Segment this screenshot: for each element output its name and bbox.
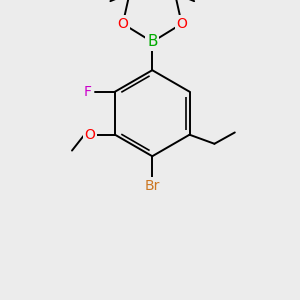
Text: O: O (117, 17, 128, 31)
Text: O: O (176, 17, 187, 31)
Text: B: B (147, 34, 158, 50)
Text: Br: Br (145, 179, 160, 193)
Text: F: F (84, 85, 92, 99)
Text: O: O (85, 128, 95, 142)
